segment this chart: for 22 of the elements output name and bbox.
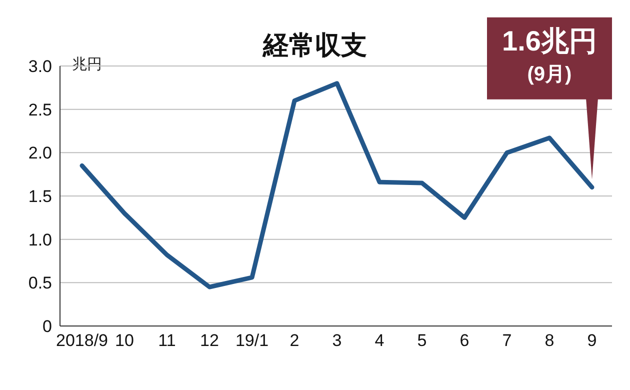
x-tick-label: 6 xyxy=(460,331,470,350)
x-tick-label: 9 xyxy=(587,331,597,350)
y-tick-label: 1.0 xyxy=(28,230,52,250)
y-tick-label: 0 xyxy=(42,317,52,336)
y-tick-label: 0.5 xyxy=(28,274,52,293)
y-tick-label: 1.5 xyxy=(28,187,52,206)
x-tick-label: 2 xyxy=(290,331,300,350)
x-tick-label: 8 xyxy=(544,331,554,350)
y-tick-label: 2.5 xyxy=(28,100,52,120)
x-tick-label: 11 xyxy=(158,331,176,350)
y-tick-label: 2.0 xyxy=(28,144,52,163)
x-tick-label: 5 xyxy=(417,331,427,350)
x-tick-label: 19/1 xyxy=(235,331,269,350)
x-tick-label: 2018/9 xyxy=(56,331,108,350)
x-tick-label: 3 xyxy=(332,331,342,350)
x-tick-label: 10 xyxy=(115,331,134,350)
chart-title: 経常収支 xyxy=(263,30,367,60)
x-tick-label: 12 xyxy=(200,331,219,350)
annotation: 1.6兆円 (9月) xyxy=(502,25,597,86)
x-tick-label: 7 xyxy=(502,331,512,350)
x-tick-label: 4 xyxy=(374,331,384,350)
y-tick-label: 3.0 xyxy=(28,57,52,76)
